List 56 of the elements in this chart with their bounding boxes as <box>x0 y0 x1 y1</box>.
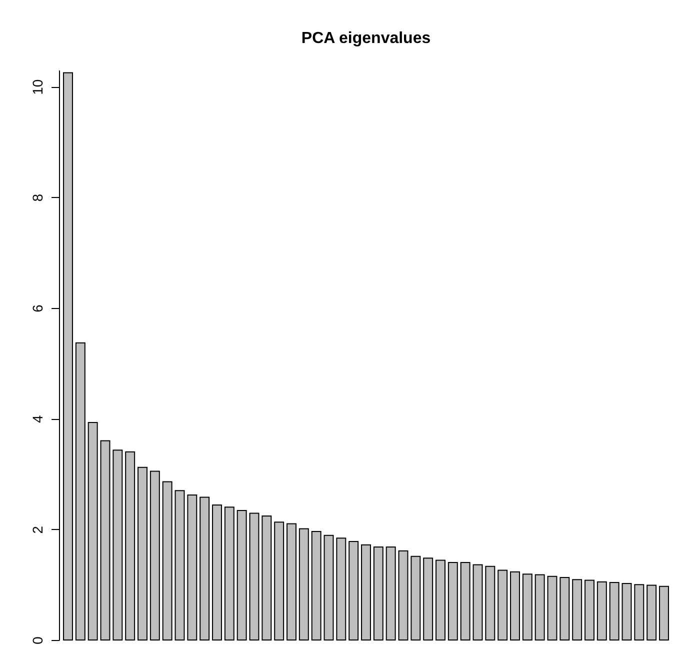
bar <box>646 584 657 640</box>
bar <box>460 562 470 640</box>
bar <box>348 540 359 640</box>
bar <box>236 510 247 640</box>
bar <box>138 466 148 640</box>
y-tick-label: 0 <box>30 636 46 644</box>
bar <box>112 450 123 640</box>
bar <box>410 556 421 640</box>
bar <box>510 571 520 640</box>
bar <box>125 451 136 640</box>
bar <box>398 550 408 640</box>
y-tick-label: 4 <box>30 415 46 424</box>
bar <box>75 342 86 640</box>
y-tick-label: 6 <box>30 304 46 312</box>
bar <box>596 581 607 640</box>
bar <box>373 546 384 640</box>
bar <box>472 564 483 640</box>
bar <box>298 528 309 640</box>
bar <box>423 558 434 640</box>
bar <box>634 584 644 640</box>
bar <box>485 566 496 640</box>
bar <box>560 576 570 640</box>
bar <box>361 544 371 640</box>
bar <box>436 560 446 640</box>
bar <box>224 506 234 640</box>
bar <box>212 504 222 640</box>
bar <box>448 562 458 640</box>
bar <box>150 470 160 640</box>
bar <box>659 586 669 640</box>
bar <box>249 512 260 640</box>
bar <box>63 72 73 640</box>
bar <box>274 522 284 640</box>
bar <box>584 580 594 640</box>
bar <box>286 523 296 640</box>
y-tick-label: 8 <box>30 194 46 202</box>
y-tick-label: 2 <box>30 526 46 534</box>
bar <box>609 582 620 640</box>
bar <box>187 494 198 640</box>
bar <box>336 538 346 640</box>
bar <box>100 440 110 640</box>
bar <box>534 574 545 640</box>
bar <box>622 583 632 640</box>
bar <box>200 496 210 640</box>
bar <box>88 422 98 640</box>
bar <box>174 490 185 640</box>
chart-title: PCA eigenvalues <box>301 30 431 47</box>
bar <box>262 516 272 640</box>
y-tick-label: 10 <box>30 79 46 95</box>
bar <box>311 531 322 640</box>
bar <box>386 546 396 640</box>
bar <box>547 576 558 640</box>
bar <box>498 570 508 640</box>
bar <box>162 481 172 640</box>
bar <box>572 579 582 640</box>
bar <box>324 534 334 640</box>
bar <box>522 574 532 640</box>
